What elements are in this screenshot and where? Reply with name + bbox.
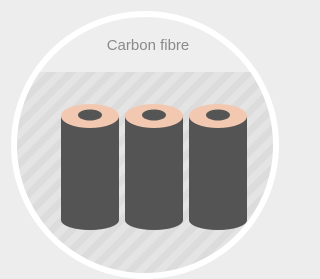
carbon-fibre-card: Carbon fibre (0, 0, 286, 279)
cylinder (61, 104, 119, 230)
cylinders (61, 104, 247, 230)
cylinder (125, 104, 183, 230)
label: Carbon fibre (107, 37, 190, 54)
page: Carbon fibre (() => { const data = JSON.… (0, 0, 286, 279)
cylinder (189, 104, 247, 230)
